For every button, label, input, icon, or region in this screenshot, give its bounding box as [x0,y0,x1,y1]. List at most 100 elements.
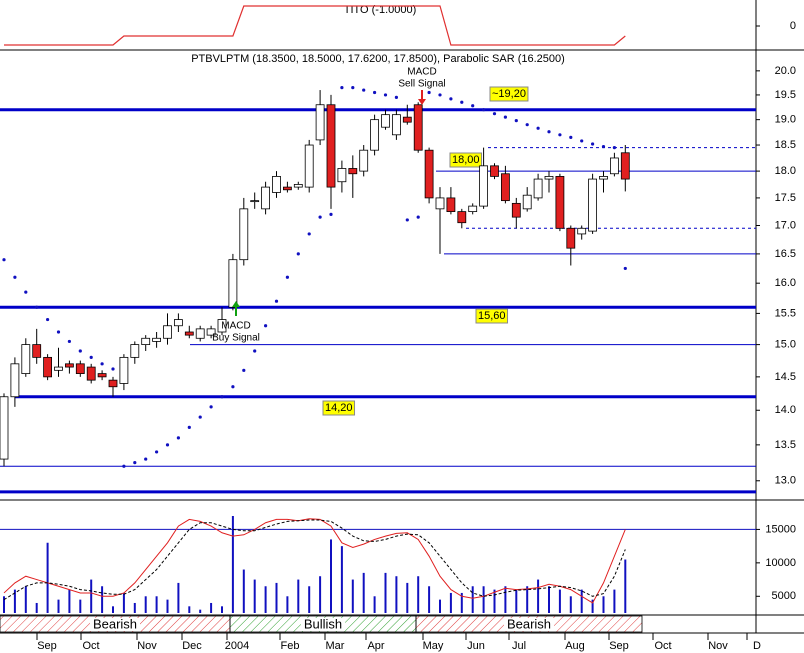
candle-body [184,331,194,336]
sar-dot [231,385,235,389]
sar-dot [24,290,28,294]
x-tick-label: Mar [326,640,345,652]
candle-body [304,144,314,188]
sar-dot [492,112,497,116]
sar-dot [340,86,344,90]
sar-dot [220,395,224,399]
sar-dot [580,139,584,143]
x-tick-label: Jul [512,640,526,652]
sar-dot [67,339,71,344]
y-tick-label: 16.5 [775,248,796,260]
candle-body [173,319,183,327]
y-tick-label: 13.5 [775,439,796,451]
sar-dot [198,415,202,419]
phase-label: Bearish [507,616,551,631]
x-tick-label: Jun [467,640,485,652]
candle-body [293,184,303,188]
candle-body [446,197,456,213]
sar-dot [296,252,300,256]
level-label: ~19,20 [492,88,526,100]
sar-dot [155,450,159,454]
sar-dot [274,299,279,303]
y-tick-label: 15000 [765,523,796,535]
candle-body [544,176,554,180]
x-tick-label: Feb [281,640,300,652]
x-tick-label: Nov [708,640,728,652]
x-tick-label: Nov [137,640,157,652]
sar-dot [394,95,398,99]
candle-body [272,176,281,193]
candle-body [282,186,292,191]
candle-body [381,114,390,128]
sar-dot [176,436,180,440]
oscillator-line [3,518,626,604]
candle-body [468,205,478,213]
candle-body [555,176,565,229]
sar-dot [438,93,442,97]
candle-body [424,149,434,199]
sar-dot [383,93,388,97]
candle-body [402,116,412,123]
y-tick-label: 17.0 [775,219,796,231]
sar-dot [122,464,126,468]
candle-body [413,104,423,151]
candle-body [21,344,31,374]
phase-label-bg [503,618,555,631]
sar-dot [318,215,322,219]
sar-dot [405,218,409,222]
sar-dot [253,349,257,353]
candle-body [130,344,140,358]
sar-dot [482,108,486,112]
sar-dot [285,275,289,279]
sar-dot [503,115,507,119]
sar-dot [56,330,61,334]
y-tick-label: 18.0 [775,165,796,177]
sar-dot [351,86,355,90]
sar-dot [623,266,627,271]
level-label-box [489,86,529,102]
y-tick-label: 15.5 [775,307,796,319]
candle-body [370,119,380,151]
level-label-box [322,400,356,416]
y-tick-label: 13.0 [775,475,796,487]
sar-dot [13,275,17,279]
x-tick-label: May [423,640,444,652]
sar-dot [111,367,115,371]
phase-label-bg [300,618,346,631]
y-tick-label: 20.0 [775,65,796,77]
signal-arrowhead [232,301,240,307]
sar-dot [100,362,104,366]
candle-body [43,356,52,378]
sar-dot [536,126,540,130]
candle-body [97,373,107,378]
y-tick-label: 0 [790,20,796,32]
candle-body [500,173,510,202]
x-tick-label: Apr [367,640,384,652]
phase-label: Bullish [304,616,342,631]
candle-body [54,366,63,371]
sar-dot [547,130,551,134]
candle-body [599,176,608,180]
sar-dot [591,142,595,146]
x-tick-label: Aug [565,640,585,652]
candle-body [522,194,532,210]
candle-body [261,186,271,210]
sar-dot [601,144,606,149]
sar-dot [89,355,93,359]
annotation: MACD [221,321,250,332]
candle-body [86,366,96,381]
sar-dot [35,305,39,309]
level-label: 14,20 [325,402,353,414]
sar-dot [144,457,148,461]
candle-body [108,379,118,388]
candle-body [206,328,216,336]
candle-body [239,208,249,261]
sar-dot [307,232,311,236]
y-tick-label: 10000 [765,557,796,569]
sar-dot [209,405,213,409]
signal-arrowhead [418,99,426,105]
candle-body [163,325,172,339]
y-tick-label: 16.0 [775,277,796,289]
